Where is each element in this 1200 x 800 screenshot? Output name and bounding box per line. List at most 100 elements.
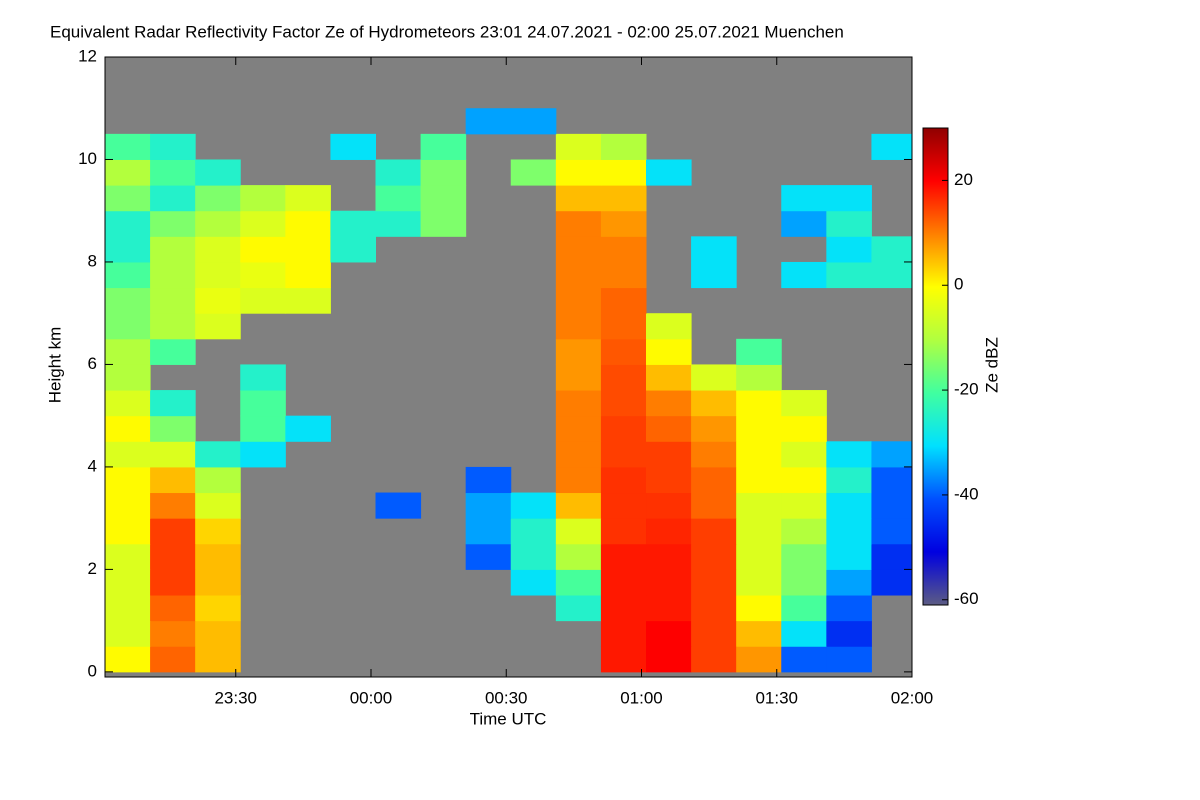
cell xyxy=(330,133,377,160)
cell xyxy=(600,133,647,160)
cell xyxy=(195,313,241,340)
colorbar-strip xyxy=(923,163,948,165)
y-tick-label: 2 xyxy=(88,559,97,578)
colorbar-strip xyxy=(923,478,948,480)
cell xyxy=(240,261,286,289)
cell xyxy=(105,466,151,494)
colorbar-strip xyxy=(923,428,948,430)
colorbar-strip xyxy=(923,495,948,497)
colorbar-strip xyxy=(923,161,948,163)
cell xyxy=(195,569,241,596)
colorbar-strip xyxy=(923,182,948,184)
colorbar-strip xyxy=(923,393,948,395)
cell xyxy=(555,133,602,160)
colorbar-strip xyxy=(923,458,948,460)
colorbar-strip xyxy=(923,459,948,461)
colorbar-strip xyxy=(923,460,948,462)
cell xyxy=(736,338,782,365)
cell xyxy=(600,415,647,442)
colorbar-strip xyxy=(923,246,948,248)
cell xyxy=(691,415,737,442)
colorbar-strip xyxy=(923,166,948,168)
cell xyxy=(781,185,827,212)
cell xyxy=(826,646,872,673)
colorbar-strip xyxy=(923,558,948,560)
colorbar-strip xyxy=(923,512,948,514)
colorbar-strip xyxy=(923,444,948,446)
colorbar-strip xyxy=(923,549,948,551)
colorbar-strip xyxy=(923,358,948,360)
cell xyxy=(150,185,196,212)
colorbar-strip xyxy=(923,421,948,423)
cell xyxy=(826,569,872,596)
cell xyxy=(646,441,692,468)
colorbar-strip xyxy=(923,343,948,345)
colorbar-strip xyxy=(923,589,948,591)
colorbar-strip xyxy=(923,174,948,176)
colorbar-strip xyxy=(923,219,948,221)
colorbar-strip xyxy=(923,361,948,363)
cell xyxy=(105,441,151,468)
colorbar-strip xyxy=(923,505,948,507)
colorbar-strip xyxy=(923,426,948,428)
colorbar-strip xyxy=(923,447,948,449)
colorbar-strip xyxy=(923,356,948,358)
colorbar-strip xyxy=(923,528,948,530)
cell xyxy=(871,236,912,263)
colorbar-strip xyxy=(923,340,948,342)
colorbar-strip xyxy=(923,548,948,550)
colorbar-strip xyxy=(923,525,948,527)
cell xyxy=(826,595,872,622)
colorbar-strip xyxy=(923,157,948,159)
colorbar-strip xyxy=(923,244,948,246)
colorbar-strip xyxy=(923,217,948,219)
colorbar-strip xyxy=(923,569,948,571)
colorbar-strip xyxy=(923,551,948,553)
colorbar-strip xyxy=(923,591,948,593)
cell xyxy=(555,287,602,314)
cell xyxy=(195,595,241,622)
cell xyxy=(871,441,912,468)
colorbar-strip xyxy=(923,490,948,492)
colorbar-strip xyxy=(923,392,948,394)
cell xyxy=(420,185,467,212)
colorbar-strip xyxy=(923,509,948,511)
cell xyxy=(150,390,196,417)
cell xyxy=(465,492,512,519)
colorbar-strip xyxy=(923,250,948,252)
colorbar-strip xyxy=(923,196,948,198)
colorbar-strip xyxy=(923,469,948,471)
colorbar-strip xyxy=(923,153,948,155)
colorbar-strip xyxy=(923,567,948,569)
colorbar-strip xyxy=(923,382,948,384)
colorbar-strip xyxy=(923,436,948,438)
colorbar-strip xyxy=(923,131,948,133)
cell xyxy=(600,595,647,622)
colorbar-strip xyxy=(923,491,948,493)
colorbar-strip xyxy=(923,316,948,318)
colorbar-strip xyxy=(923,543,948,545)
colorbar-strip xyxy=(923,276,948,278)
colorbar-strip xyxy=(923,289,948,291)
colorbar-strip xyxy=(923,228,948,230)
colorbar-strip xyxy=(923,162,948,164)
cell xyxy=(510,569,557,596)
colorbar-strip xyxy=(923,176,948,178)
cell xyxy=(240,185,286,212)
colorbar-strip xyxy=(923,318,948,320)
colorbar-strip xyxy=(923,280,948,282)
colorbar-strip xyxy=(923,243,948,245)
cell xyxy=(105,287,151,314)
y-tick-label: 6 xyxy=(88,354,97,373)
colorbar-strip xyxy=(923,299,948,301)
colorbar-strip xyxy=(923,333,948,335)
colorbar-strip xyxy=(923,349,948,351)
cell xyxy=(826,210,872,237)
colorbar-strip xyxy=(923,154,948,156)
x-axis-label: Time UTC xyxy=(470,709,547,728)
colorbar-strip xyxy=(923,335,948,337)
colorbar-strip xyxy=(923,267,948,269)
cell xyxy=(691,466,737,494)
cell xyxy=(736,466,782,494)
